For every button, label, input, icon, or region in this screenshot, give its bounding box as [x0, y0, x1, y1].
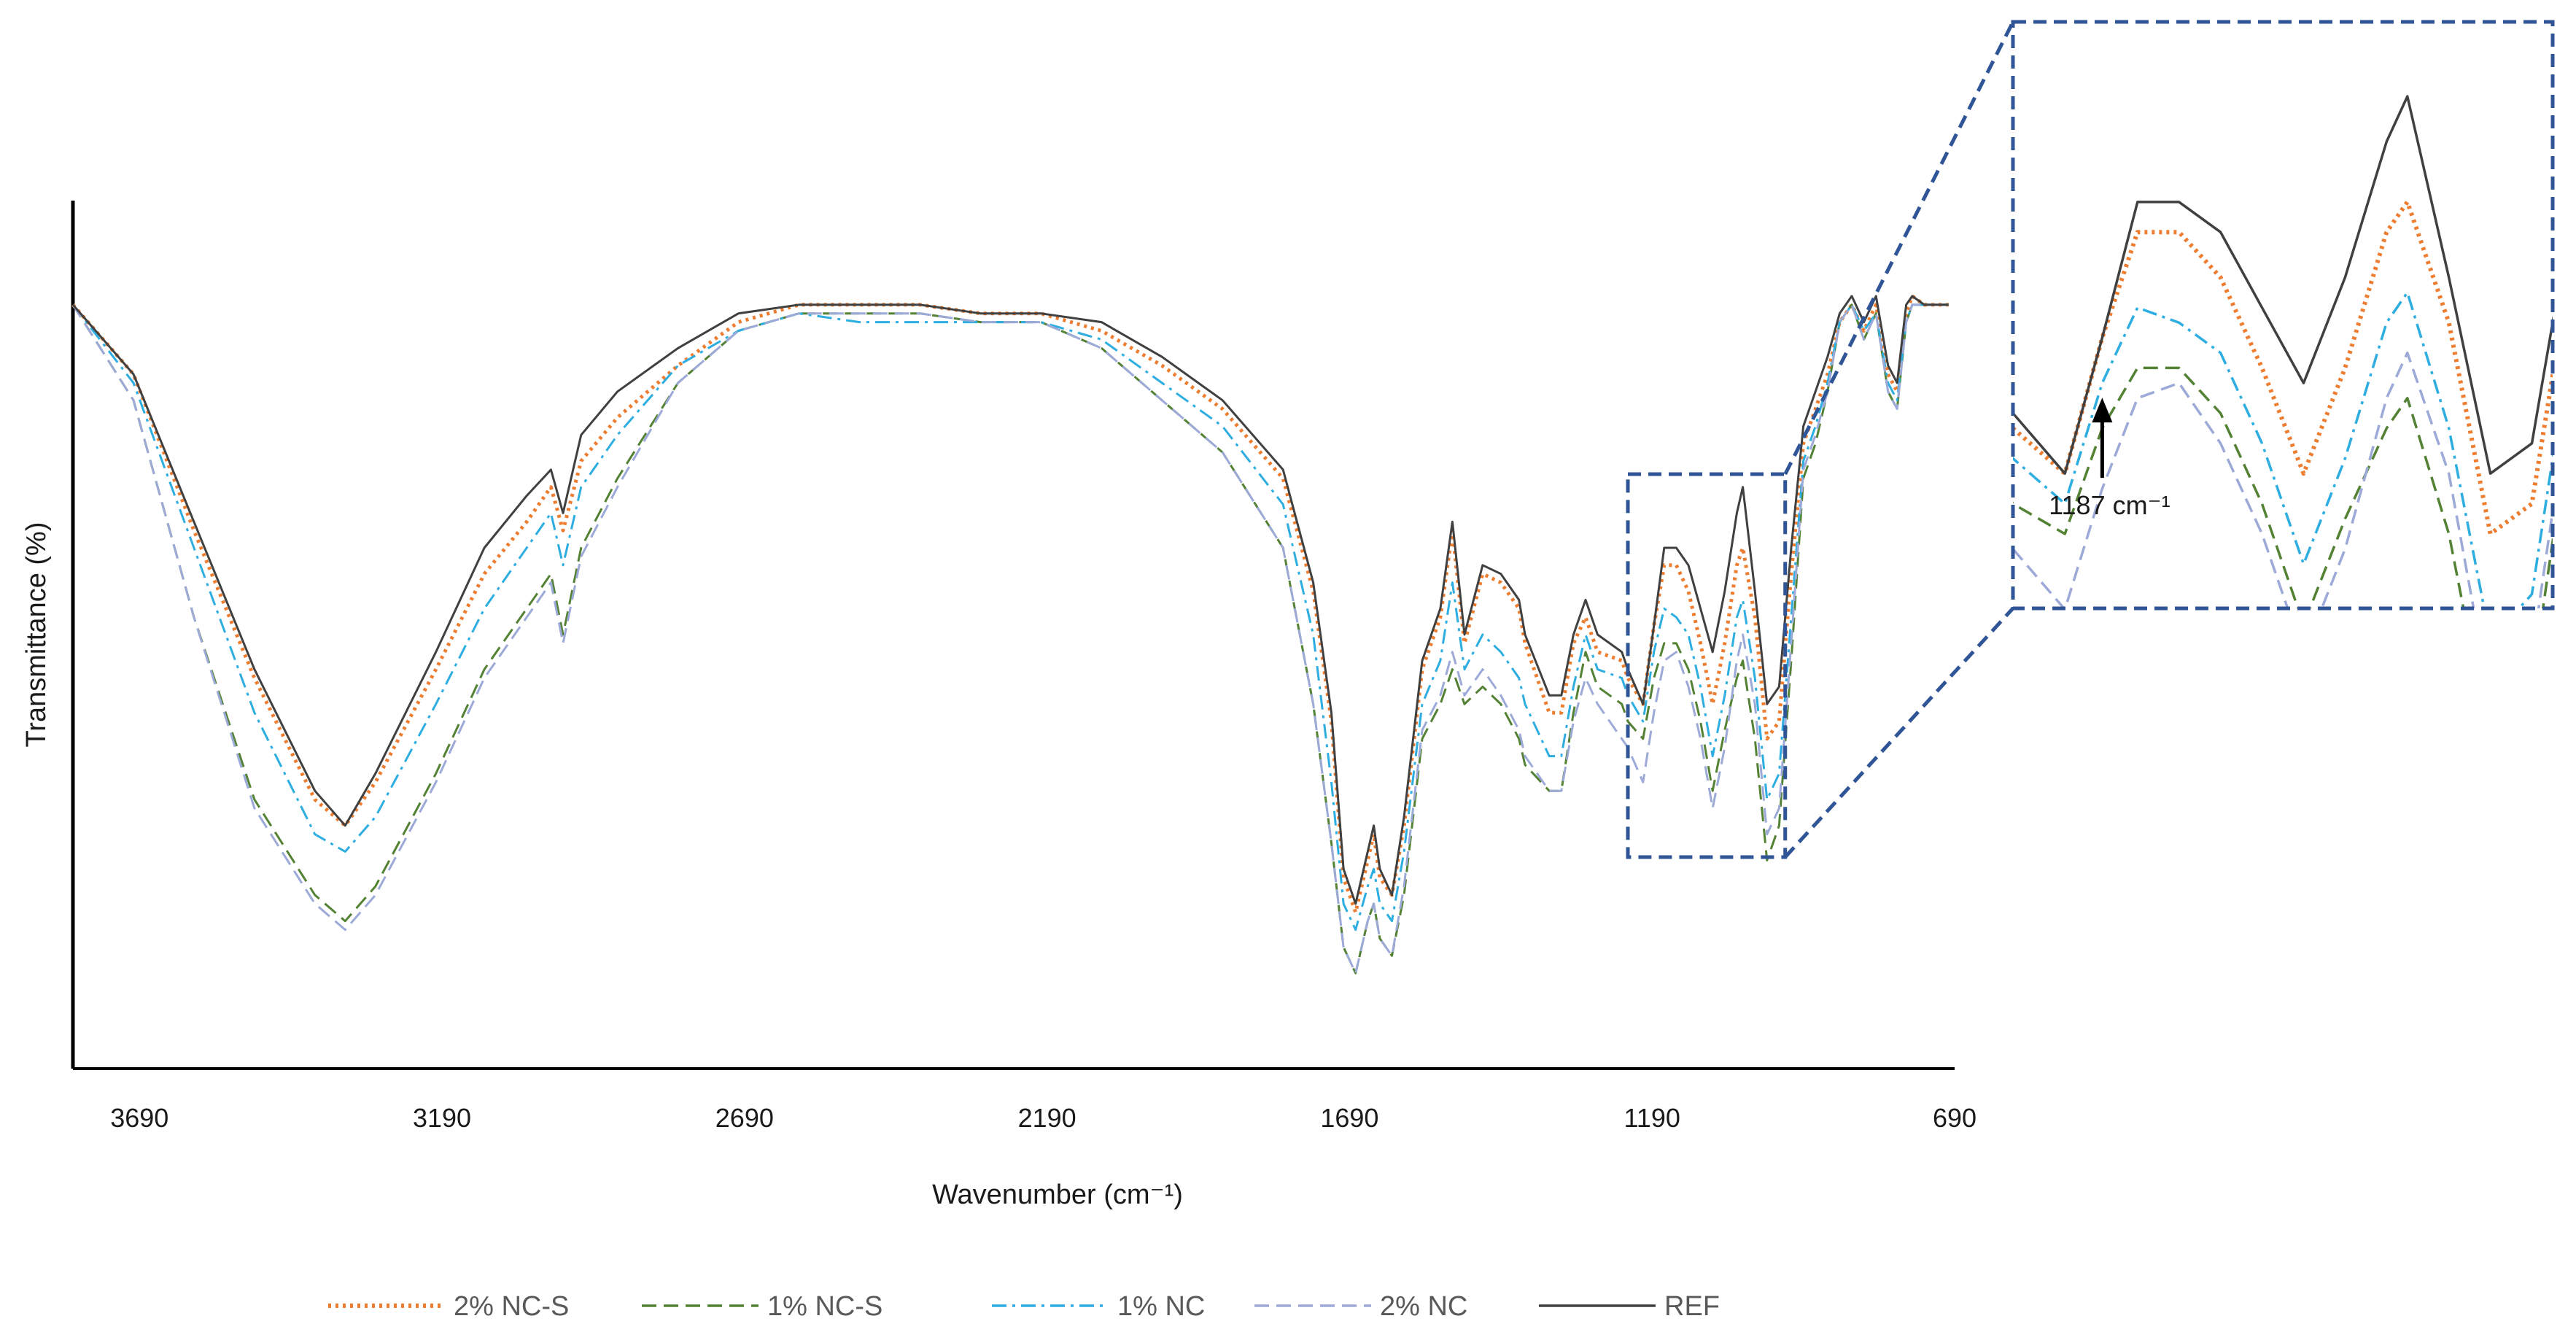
- zoom-guides: [1626, 20, 2015, 859]
- axes: [71, 201, 1955, 1070]
- series-line: [71, 303, 1949, 975]
- x-tick-label: 1690: [1320, 1103, 1378, 1133]
- inset-zoom-panel: 1187 cm⁻¹: [2011, 20, 2555, 611]
- x-axis-title: Wavenumber (cm⁻¹): [932, 1180, 1183, 1210]
- inset-series: [2013, 95, 2553, 608]
- series-line: [71, 295, 1949, 905]
- legend: 2% NC-S 1% NC-S 1% NC 2% NC REF: [328, 1291, 1720, 1322]
- inset-frame: [2011, 20, 2555, 611]
- x-tick-label: 3690: [110, 1103, 168, 1133]
- legend-label: 2% NC: [1380, 1291, 1467, 1322]
- main-plot-series: [71, 294, 1949, 975]
- x-tick-label: 2690: [715, 1103, 774, 1133]
- series-line: [71, 294, 1949, 915]
- x-tick-label: 690: [1933, 1103, 1976, 1133]
- series-line: [71, 303, 1949, 975]
- inset-series-line: [2013, 95, 2553, 475]
- zoom-guide-line: [1783, 607, 2014, 859]
- y-axis-title: Transmittance (%): [21, 522, 52, 748]
- x-tick-label: 1190: [1623, 1103, 1680, 1133]
- legend-label: 2% NC-S: [454, 1291, 569, 1322]
- zoom-region-box: [1626, 472, 1788, 859]
- legend-label: 1% NC-S: [767, 1291, 882, 1322]
- zoom-guide-line: [1783, 20, 2015, 476]
- annotation-arrow-head: [2092, 398, 2113, 423]
- x-tick-label: 3190: [413, 1103, 471, 1133]
- x-tick-label: 2190: [1018, 1103, 1076, 1133]
- legend-label: REF: [1664, 1291, 1720, 1322]
- annotation-label: 1187 cm⁻¹: [2049, 490, 2170, 520]
- series-line: [71, 303, 1949, 932]
- inset-series-line: [2013, 199, 2553, 536]
- legend-label: 1% NC: [1117, 1291, 1205, 1322]
- inset-annotation: 1187 cm⁻¹: [2049, 398, 2170, 520]
- inset-series-line: [2013, 291, 2553, 608]
- x-tick-labels: 3690 3190 2690 2190 1690 1190 690: [110, 1103, 1976, 1133]
